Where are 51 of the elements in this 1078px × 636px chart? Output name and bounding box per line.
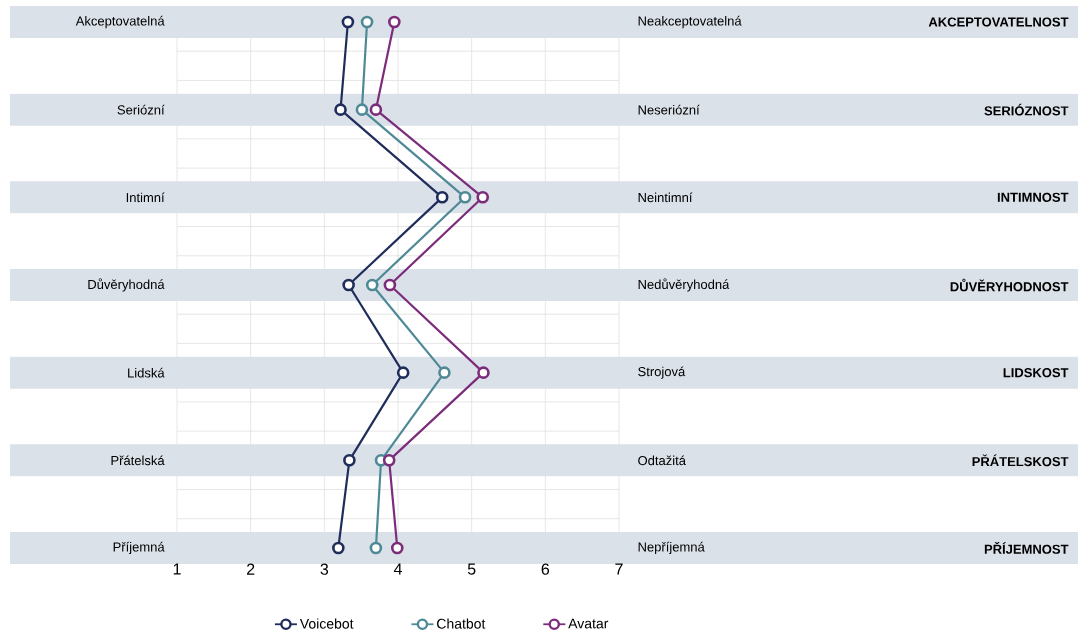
point xyxy=(341,15,355,29)
text: SERIÓZNOST xyxy=(984,103,1069,116)
point xyxy=(369,103,383,116)
text: AKCEPTOVATELNOST xyxy=(928,17,1069,27)
point xyxy=(476,191,490,204)
point xyxy=(388,15,401,29)
point xyxy=(360,15,374,29)
point xyxy=(383,278,397,292)
y2-tick-label: Neseriózní xyxy=(638,104,700,115)
x-tick-label: 2 xyxy=(247,563,255,575)
point xyxy=(332,541,345,555)
y-tick-label: Přátelská xyxy=(111,455,165,466)
x-tick-label: 7 xyxy=(615,563,623,575)
point xyxy=(365,278,379,292)
y-tick-label: Seriózní xyxy=(117,104,165,115)
point xyxy=(435,191,449,204)
text: PŘÁTELSKOST xyxy=(972,454,1069,467)
text: DŮVĚRYHODNOST xyxy=(950,278,1069,292)
y2-tick-label: Nepříjemná xyxy=(638,541,705,555)
point xyxy=(355,103,369,116)
x-tick-label: 4 xyxy=(393,563,402,575)
legend-label: Avatar xyxy=(568,618,609,629)
y2-tick-label: Neintimní xyxy=(638,192,693,203)
x-tick-label: 3 xyxy=(320,563,329,575)
point xyxy=(438,366,451,379)
text: PŘÍJEMNOST xyxy=(984,542,1069,554)
point xyxy=(382,454,396,467)
point xyxy=(342,278,355,292)
y2-tick-label: Strojová xyxy=(638,366,686,379)
y2-tick-label: Neakceptovatelná xyxy=(638,15,742,29)
y-tick-label: Důvěryhodná xyxy=(88,278,165,292)
y2-tick-label: Nedůvěryhodná xyxy=(638,278,730,292)
y-tick-label: Příjemná xyxy=(113,541,165,555)
point xyxy=(396,366,410,379)
point xyxy=(477,366,490,379)
point xyxy=(369,541,383,555)
y-tick-label: Akceptovatelná xyxy=(75,15,165,29)
x-tick-label: 6 xyxy=(541,563,550,575)
y-tick-label: Lidská xyxy=(128,367,165,378)
text: LIDSKOST xyxy=(1003,368,1069,378)
y2-tick-label: Odtažitá xyxy=(638,455,686,466)
point xyxy=(334,103,347,116)
point xyxy=(390,541,404,555)
x-tick-label: 5 xyxy=(467,563,476,575)
text: INTIMNOST xyxy=(997,192,1069,202)
point xyxy=(343,454,356,467)
x-tick-label: 1 xyxy=(173,563,181,575)
legend-label: Chatbot xyxy=(437,618,486,629)
y-tick-label: Intimní xyxy=(126,192,165,203)
point xyxy=(458,191,472,204)
legend-label: Voicebot xyxy=(299,618,354,629)
